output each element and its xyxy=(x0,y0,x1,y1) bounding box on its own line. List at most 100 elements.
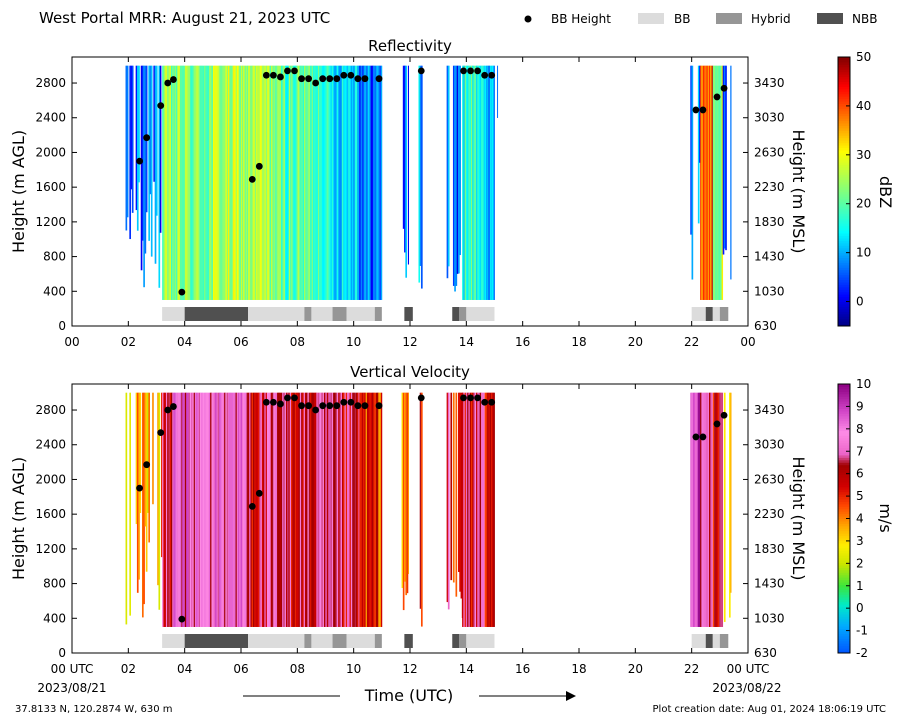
heatmap-column xyxy=(274,392,277,627)
heatmap-column xyxy=(309,65,311,300)
heatmap-column xyxy=(464,392,467,627)
bb-height-point xyxy=(170,403,177,410)
heatmap-column xyxy=(407,65,409,265)
colorbar-cell xyxy=(838,589,850,593)
colorbar-cell xyxy=(838,525,850,529)
heatmap-column xyxy=(348,392,350,627)
colorbar-cell xyxy=(838,267,850,271)
heatmap-column xyxy=(365,65,368,300)
colorbar-cell xyxy=(838,486,850,490)
heatmap-segment xyxy=(712,392,724,627)
heatmap-column xyxy=(171,65,173,300)
x-tick-label: 22 xyxy=(684,662,699,676)
heatmap-column xyxy=(173,392,176,627)
heatmap-column xyxy=(312,65,315,300)
heatmap-column xyxy=(243,392,245,627)
colorbar-cell xyxy=(838,299,850,303)
heatmap-column xyxy=(247,392,250,627)
x-tick-label: 16 xyxy=(515,662,530,676)
heatmap-column xyxy=(182,65,185,300)
colorbar-cell xyxy=(838,311,850,315)
heatmap-column xyxy=(336,65,339,300)
colorbar-cell xyxy=(838,211,850,215)
heatmap-column xyxy=(200,392,202,627)
heatmap-column xyxy=(352,65,354,300)
heatmap-column xyxy=(296,392,298,627)
heatmap-column xyxy=(217,65,220,300)
heatmap-column xyxy=(318,392,321,627)
heatmap-column xyxy=(207,392,210,627)
heatmap-column xyxy=(349,65,352,300)
heatmap-column xyxy=(456,65,459,274)
bb-height-point xyxy=(375,402,383,410)
colorbar-cell xyxy=(838,103,850,107)
heatmap-column xyxy=(304,392,307,627)
bb-type-nbb xyxy=(404,307,413,321)
x-tick-label: 00 UTC xyxy=(727,662,770,676)
heatmap-column xyxy=(161,392,163,558)
heatmap-column xyxy=(302,392,305,627)
colorbar-cell xyxy=(838,101,850,104)
bb-height-point xyxy=(474,394,481,402)
y-tick-label: 2800 xyxy=(35,403,66,417)
bb-height-series xyxy=(136,67,728,296)
heatmap-column xyxy=(720,392,723,627)
heatmap-column xyxy=(168,65,171,300)
colorbar-cell xyxy=(838,186,850,190)
bb-type-nbb xyxy=(705,307,713,321)
x-tick-label: 18 xyxy=(571,335,586,349)
heatmap-column xyxy=(335,392,338,627)
colorbar-cell xyxy=(838,120,850,124)
colorbar-cell xyxy=(838,294,850,298)
colorbar-cell xyxy=(838,567,850,571)
heatmap-column xyxy=(249,392,251,627)
heatmap-column xyxy=(329,392,331,627)
heatmap-column xyxy=(306,392,308,627)
legend-label: BB Height xyxy=(551,12,611,26)
heatmap-column xyxy=(326,392,329,627)
heatmap-column xyxy=(406,392,409,594)
bb-type-hybrid xyxy=(719,634,729,648)
heatmap-column xyxy=(188,65,191,300)
colorbar-cell xyxy=(838,594,850,598)
colorbar-tick-label: 30 xyxy=(856,148,871,162)
heatmap-column xyxy=(364,392,367,627)
y2-tick-label: 630 xyxy=(754,646,777,660)
heatmap-column xyxy=(213,392,216,627)
heatmap-column xyxy=(314,65,316,300)
heatmap-column xyxy=(293,392,296,627)
heatmap-column xyxy=(723,65,726,249)
colorbar-cell xyxy=(838,259,850,263)
heatmap-column xyxy=(193,392,196,627)
heatmap-segment xyxy=(402,65,409,278)
heatmap-column xyxy=(487,65,489,300)
heatmap-segment xyxy=(446,65,461,292)
heatmap-column xyxy=(258,65,261,300)
footer-creation-date: Plot creation date: Aug 01, 2024 18:06:1… xyxy=(652,704,886,715)
y2-tick-label: 1430 xyxy=(754,577,785,591)
heatmap-segment xyxy=(462,65,486,300)
heatmap-column xyxy=(186,65,188,300)
colorbar-cell xyxy=(838,435,850,439)
bb-height-point xyxy=(319,75,327,83)
heatmap-column xyxy=(360,65,363,300)
colorbar-cell xyxy=(838,57,850,60)
heatmap-column xyxy=(330,392,333,627)
heatmap-column xyxy=(266,65,268,300)
colorbar-cell xyxy=(838,633,850,637)
heatmap-column xyxy=(263,65,266,300)
colorbar-cell xyxy=(838,469,850,473)
legend-swatch xyxy=(716,13,742,24)
heatmap-column xyxy=(373,392,375,627)
heatmap-column xyxy=(462,65,464,300)
heatmap-column xyxy=(280,392,283,627)
y-tick-label: 400 xyxy=(43,284,66,298)
heatmap-column xyxy=(165,65,168,300)
heatmap-column xyxy=(240,392,243,627)
heatmap-column xyxy=(187,392,190,627)
heatmap-column xyxy=(267,65,270,300)
colorbar-cell xyxy=(838,123,850,126)
bb-height-point xyxy=(157,429,165,436)
colorbar-cell xyxy=(838,306,850,310)
